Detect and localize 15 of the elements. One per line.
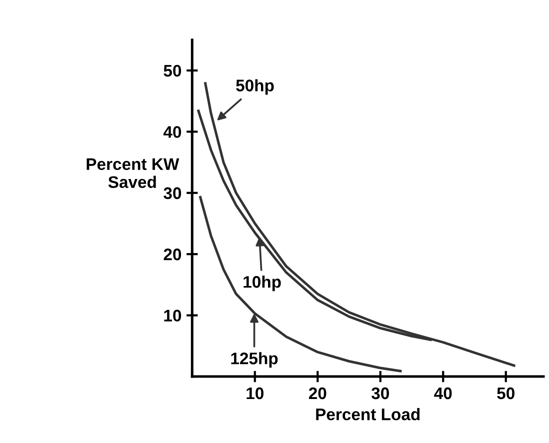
annotation: 10hp [244, 276, 281, 292]
y-axis-title: Percent KW Saved [86, 158, 180, 188]
x-tick-label: 40 [434, 387, 452, 400]
y-tick-label: 20 [164, 248, 182, 260]
y-tick-label: 40 [163, 126, 182, 138]
x-tick-label: 10 [246, 387, 264, 400]
annotation: 125hp [231, 352, 278, 368]
x-tick-label: 50 [497, 387, 514, 400]
x-tick-label: 20 [308, 387, 326, 400]
x-tick-label: 30 [371, 387, 389, 400]
x-axis-title: Percent Load [316, 408, 420, 420]
y-tick-label: 30 [164, 187, 182, 200]
y-tick-label: 10 [164, 310, 182, 322]
annotation: 50hp [236, 79, 274, 95]
y-tick-label: 50 [164, 64, 182, 77]
